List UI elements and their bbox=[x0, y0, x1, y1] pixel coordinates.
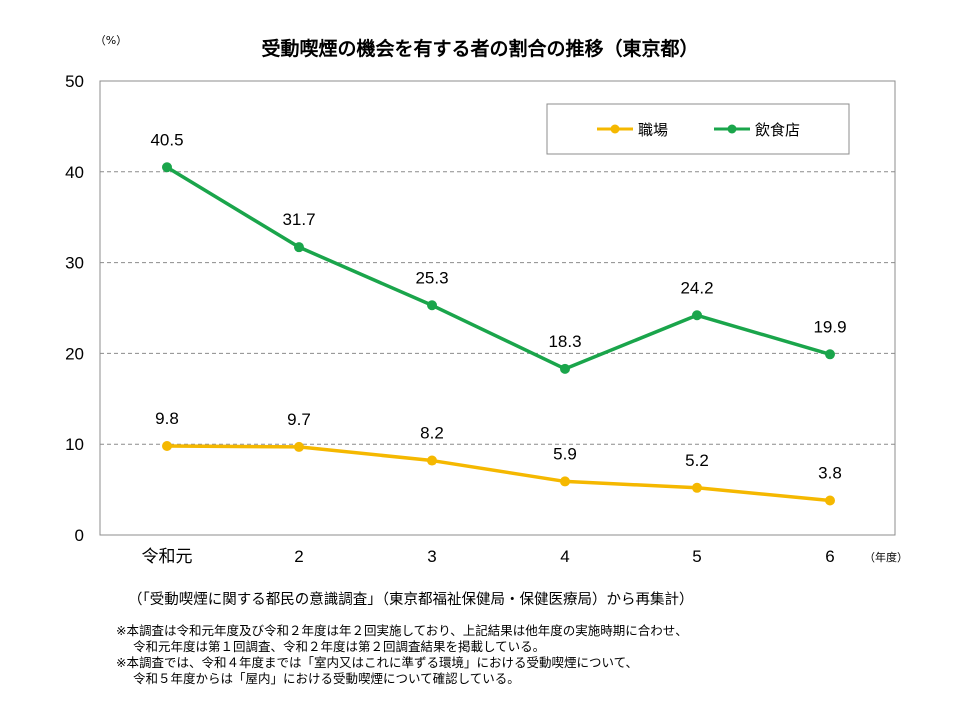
legend-marker-restaurant bbox=[727, 124, 737, 134]
data-point bbox=[560, 476, 570, 487]
data-label: 9.7 bbox=[287, 410, 311, 429]
y-tick-label: 20 bbox=[65, 344, 84, 363]
series-line bbox=[166, 165, 831, 371]
x-axis-unit-label: （年度） bbox=[864, 550, 908, 564]
data-point bbox=[692, 310, 702, 321]
data-point bbox=[162, 162, 172, 173]
x-tick-label: 4 bbox=[560, 547, 569, 566]
x-tick-label: 6 bbox=[825, 547, 834, 566]
data-point bbox=[294, 242, 304, 253]
x-tick-label: 令和元 bbox=[142, 547, 193, 566]
y-tick-label: 10 bbox=[65, 435, 84, 454]
data-label: 3.8 bbox=[818, 463, 842, 482]
note-line-4: 令和５年度からは「屋内」における受動喫煙について確認している。 bbox=[133, 671, 520, 686]
data-point bbox=[560, 363, 570, 374]
y-tick-label: 0 bbox=[75, 526, 84, 545]
grid-lines bbox=[100, 171, 895, 445]
data-point bbox=[162, 441, 172, 452]
series-workplace: 9.8 9.7 8.2 5.9 5.2 3.8 bbox=[155, 409, 842, 506]
data-label: 18.3 bbox=[548, 332, 581, 351]
data-point bbox=[427, 455, 437, 466]
y-tick-label: 50 bbox=[65, 72, 84, 91]
legend-label-workplace: 職場 bbox=[638, 121, 668, 139]
data-point bbox=[427, 300, 437, 311]
legend-label-restaurant: 飲食店 bbox=[755, 121, 800, 139]
data-label: 9.8 bbox=[155, 409, 179, 428]
y-tick-label: 40 bbox=[65, 163, 84, 182]
data-point bbox=[294, 441, 304, 452]
series-restaurant: 40.5 31.7 25.3 18.3 24.2 19.9 bbox=[150, 130, 847, 374]
chart-title: 受動喫煙の機会を有する者の割合の推移（東京都） bbox=[261, 37, 698, 60]
x-tick-label: 3 bbox=[427, 547, 436, 566]
data-label: 40.5 bbox=[150, 130, 183, 149]
line-chart: 受動喫煙の機会を有する者の割合の推移（東京都） （%） （年度） 0102030… bbox=[65, 34, 908, 566]
data-point bbox=[692, 482, 702, 493]
y-tick-label: 30 bbox=[65, 254, 84, 273]
data-label: 24.2 bbox=[680, 278, 713, 297]
source-note: （「受動喫煙に関する都民の意識調査」（東京都福祉保健局・保健医療局）から再集計） bbox=[128, 592, 694, 608]
data-label: 5.2 bbox=[685, 451, 709, 470]
data-label: 19.9 bbox=[813, 317, 846, 336]
series-line bbox=[166, 444, 831, 503]
data-label: 31.7 bbox=[282, 210, 315, 229]
x-axis-ticks: 令和元 2 3 4 5 6 bbox=[142, 547, 835, 566]
legend-box bbox=[546, 103, 850, 155]
x-tick-label: 2 bbox=[294, 547, 303, 566]
note-line-1: ※本調査は令和元年度及び令和２年度は年２回実施しており、上記結果は他年度の実施時… bbox=[116, 623, 688, 638]
plot-area bbox=[99, 80, 896, 536]
y-axis-unit-label: （%） bbox=[95, 34, 127, 47]
note-line-3: ※本調査では、令和４年度までは「室内又はこれに準ずる環境」における受動喫煙につい… bbox=[116, 655, 638, 670]
y-axis-ticks: 0 10 20 30 40 50 bbox=[65, 72, 84, 545]
data-point bbox=[825, 349, 835, 360]
x-tick-label: 5 bbox=[692, 547, 701, 566]
data-label: 5.9 bbox=[553, 444, 577, 463]
data-label: 25.3 bbox=[415, 268, 448, 287]
series-group: 9.8 9.7 8.2 5.9 5.2 3.8 40.5 31.7 25.3 18.3 24.2 19… bbox=[150, 130, 847, 506]
legend: 職場 飲食店 bbox=[546, 103, 850, 155]
data-label: 8.2 bbox=[420, 424, 444, 443]
legend-marker-workplace bbox=[610, 124, 620, 134]
note-line-2: 令和元年度は第１回調査、令和２年度は第２回調査結果を掲載している。 bbox=[133, 639, 546, 654]
data-point bbox=[825, 495, 835, 506]
